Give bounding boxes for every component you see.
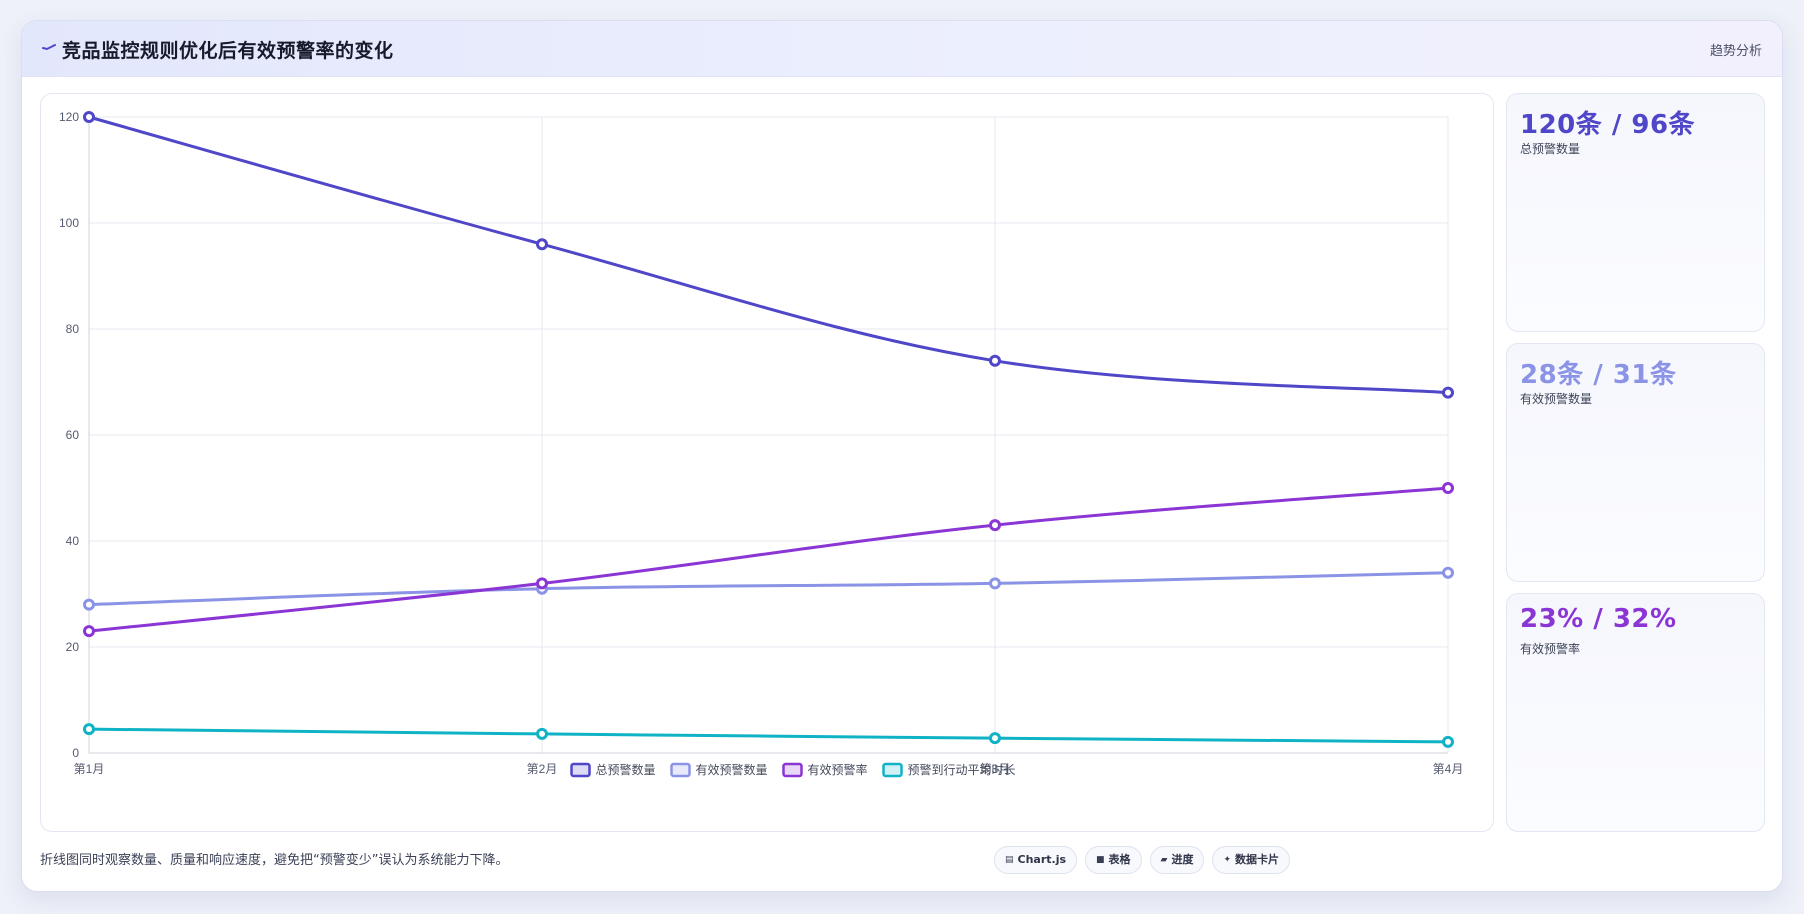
y-tick-label: 60 bbox=[66, 428, 80, 442]
legend-swatch bbox=[570, 762, 591, 778]
legend-label: 预警到行动平均时长 bbox=[908, 762, 1016, 777]
x-tick-label: 第3月 bbox=[980, 762, 1011, 776]
data-point bbox=[83, 723, 95, 736]
data-point bbox=[1442, 482, 1454, 494]
series-line-2 bbox=[88, 571, 1449, 607]
y-tick-label: 80 bbox=[66, 322, 80, 336]
stat-label: 有效预警率 bbox=[1520, 642, 1581, 656]
chip-data-cards[interactable]: ✦ 数据卡片 bbox=[1212, 846, 1291, 874]
stat-label: 有效预警数量 bbox=[1520, 392, 1593, 406]
x-tick-label: 第2月 bbox=[527, 762, 558, 776]
series-line-3 bbox=[88, 486, 1449, 633]
chip-table[interactable]: ■ 表格 bbox=[1085, 846, 1142, 874]
view-switcher: ▤ Chart.js ■ 表格 ▰ 进度 ✦ 数据卡片 bbox=[994, 846, 1291, 874]
data-point bbox=[989, 519, 1001, 532]
table-icon: ■ bbox=[1096, 855, 1105, 865]
chart-footnote: 折线图同时观察数量、质量和响应速度，避免把“预警变少”误认为系统能力下降。 bbox=[40, 853, 509, 868]
data-point bbox=[989, 577, 1001, 590]
progress-icon: ▰ bbox=[1160, 855, 1168, 865]
data-point bbox=[83, 625, 95, 638]
chip-progress[interactable]: ▰ 进度 bbox=[1149, 846, 1205, 874]
data-point bbox=[1442, 566, 1454, 579]
legend-swatch bbox=[670, 762, 691, 778]
analysis-tag: 趋势分析 bbox=[1709, 44, 1762, 59]
legend-label: 有效预警数量 bbox=[696, 762, 768, 777]
y-tick-label: 40 bbox=[66, 534, 80, 548]
line-chart: 0 20 40 60 80 100 120 第1月 第2月 第3月 第4月 总预警数量 有效预警数量 有效… bbox=[59, 110, 1464, 778]
y-tick-label: 120 bbox=[59, 110, 79, 124]
chart-icon: ▤ bbox=[1005, 855, 1014, 865]
series-line-1 bbox=[88, 115, 1449, 395]
stat-card-rate: 23% / 32% 有效预警率 bbox=[1506, 593, 1765, 832]
data-point bbox=[989, 354, 1001, 367]
stat-value: 28条 / 31条 bbox=[1520, 360, 1677, 390]
data-point bbox=[1442, 735, 1454, 748]
legend-swatch bbox=[782, 762, 803, 778]
y-tick-label: 0 bbox=[72, 746, 79, 760]
trend-line-icon bbox=[42, 40, 56, 54]
sparkle-icon: ✦ bbox=[1223, 855, 1232, 865]
data-point bbox=[536, 238, 548, 251]
stat-card-valid: 28条 / 31条 有效预警数量 bbox=[1506, 343, 1765, 582]
stat-card-total: 120条 / 96条 总预警数量 bbox=[1506, 93, 1765, 332]
legend-label: 有效预警率 bbox=[808, 762, 868, 777]
dashboard-card: 竞品监控规则优化后有效预警率的变化 趋势分析 0 20 40 60 80 100 120 第1… bbox=[21, 20, 1783, 892]
page-title: 竞品监控规则优化后有效预警率的变化 bbox=[62, 40, 394, 62]
data-point bbox=[536, 577, 548, 590]
chip-label: Chart.js bbox=[1017, 853, 1067, 866]
data-point bbox=[989, 732, 1001, 745]
data-point bbox=[536, 727, 548, 740]
y-tick-label: 100 bbox=[59, 216, 79, 230]
legend-label: 总预警数量 bbox=[596, 762, 656, 777]
data-point bbox=[83, 598, 95, 611]
chip-label: 进度 bbox=[1171, 853, 1194, 866]
chip-chartjs[interactable]: ▤ Chart.js bbox=[994, 846, 1078, 874]
series-line-4 bbox=[88, 727, 1449, 744]
legend-swatch bbox=[882, 762, 903, 778]
data-point bbox=[83, 111, 95, 123]
chart-panel: 0 20 40 60 80 100 120 第1月 第2月 第3月 第4月 总预警数量 有效预警数量 有效… bbox=[40, 93, 1494, 832]
stat-label: 总预警数量 bbox=[1520, 142, 1581, 156]
stat-value: 23% / 32% bbox=[1520, 604, 1677, 634]
data-point bbox=[1442, 386, 1454, 399]
chip-label: 数据卡片 bbox=[1235, 853, 1280, 866]
y-tick-label: 20 bbox=[66, 640, 80, 654]
card-header: 竞品监控规则优化后有效预警率的变化 趋势分析 bbox=[22, 21, 1782, 77]
x-tick-label: 第1月 bbox=[74, 762, 105, 776]
x-tick-label: 第4月 bbox=[1433, 762, 1464, 776]
chip-label: 表格 bbox=[1108, 853, 1131, 866]
stat-value: 120条 / 96条 bbox=[1520, 110, 1696, 140]
